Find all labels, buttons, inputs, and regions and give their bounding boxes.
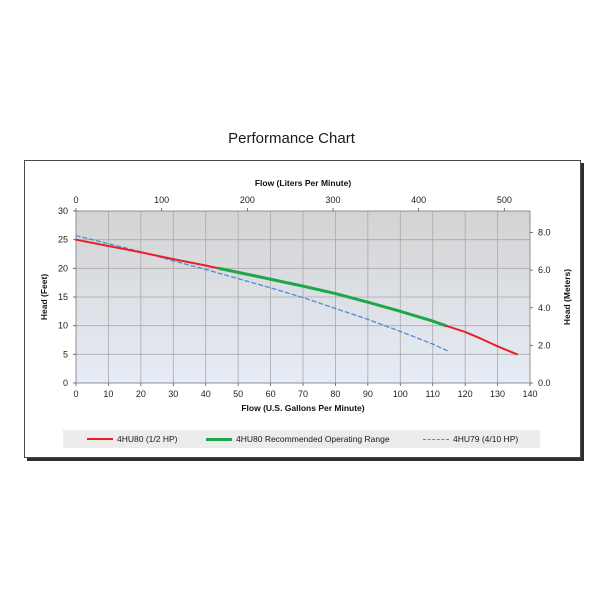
y-tick-label: 20 (58, 263, 68, 273)
legend-item-4hu79: 4HU79 (4/10 HP) (423, 430, 518, 448)
x-tick-label: 10 (103, 389, 113, 399)
x-tick-label: 30 (168, 389, 178, 399)
y2-tick-label: 2.0 (538, 340, 551, 350)
legend-label-4hu79: 4HU79 (4/10 HP) (453, 434, 519, 444)
legend-label-4hu80-range: 4HU80 Recommended Operating Range (236, 434, 390, 444)
x-tick-label: 110 (426, 389, 440, 399)
legend-swatch-4hu80-range (206, 437, 232, 441)
legend-item-4hu80-range: 4HU80 Recommended Operating Range (206, 430, 390, 448)
y-tick-label: 0 (63, 378, 68, 388)
chart-legend: 4HU80 (1/2 HP) 4HU80 Recommended Operati… (63, 430, 540, 448)
x2-tick-label: 200 (240, 195, 255, 205)
y2-tick-label: 4.0 (538, 303, 551, 313)
x-tick-label: 60 (266, 389, 276, 399)
x2-tick-label: 100 (154, 195, 169, 205)
y-tick-label: 10 (58, 321, 68, 331)
x-tick-label: 20 (136, 389, 146, 399)
chart-frame: 0 10 20 30 40 50 60 70 80 90 100 110 120 130 140 0 100 20… (24, 160, 581, 458)
y2-tick-label: 6.0 (538, 265, 551, 275)
x2-tick-label: 500 (497, 195, 512, 205)
y2-tick-label: 0.0 (538, 378, 551, 388)
x2-tick-label: 300 (325, 195, 340, 205)
y-tick-label: 5 (63, 349, 68, 359)
x-tick-label: 120 (458, 389, 473, 399)
series-line-4hu80-recommended-operating-range (217, 266, 448, 328)
x-tick-label: 70 (298, 389, 308, 399)
y2-axis-title: Head (Meters) (562, 269, 572, 325)
y-axis-title: Head (Feet) (39, 274, 49, 320)
x-tick-label: 40 (201, 389, 211, 399)
x-tick-label: 130 (490, 389, 505, 399)
legend-item-4hu80: 4HU80 (1/2 HP) (87, 430, 177, 448)
x2-axis-title: Flow (Liters Per Minute) (255, 178, 352, 188)
x2-tick-label: 0 (73, 195, 78, 205)
x-axis-title: Flow (U.S. Gallons Per Minute) (241, 403, 364, 413)
x-tick-label: 140 (522, 389, 537, 399)
series-line-4hu80-1-2-hp (444, 324, 519, 356)
legend-label-4hu80: 4HU80 (1/2 HP) (117, 434, 178, 444)
x-tick-label: 0 (73, 389, 78, 399)
page-title: Performance Chart (228, 130, 355, 147)
legend-swatch-4hu80 (87, 438, 113, 440)
x-tick-label: 80 (330, 389, 340, 399)
x2-tick-label: 400 (411, 195, 426, 205)
x-tick-label: 100 (393, 389, 408, 399)
x-tick-label: 50 (233, 389, 243, 399)
y-tick-label: 30 (58, 206, 68, 216)
x-tick-label: 90 (363, 389, 373, 399)
y-tick-label: 15 (58, 292, 68, 302)
y-tick-label: 25 (58, 235, 68, 245)
legend-swatch-4hu79 (423, 438, 449, 440)
series-line-4hu80-1-2-hp (75, 238, 220, 270)
y2-tick-label: 8.0 (538, 228, 551, 238)
